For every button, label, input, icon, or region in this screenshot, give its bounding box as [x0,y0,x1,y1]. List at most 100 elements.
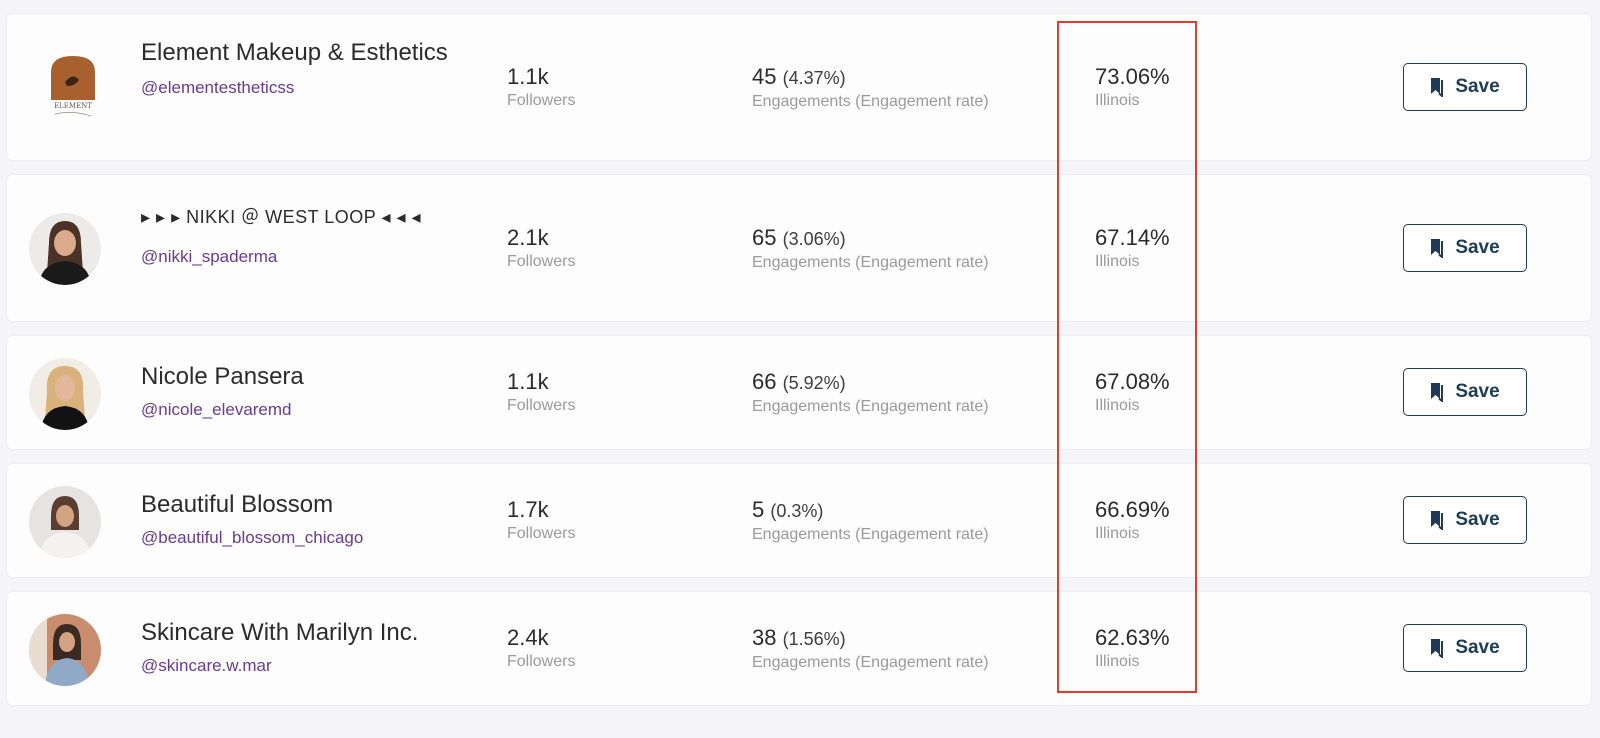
engagement-count: 5 [752,497,765,522]
audience-location: Illinois [1095,92,1140,109]
followers-value: 1.1k [507,369,549,394]
avatar[interactable] [29,614,101,686]
engagement-rate: (3.06%) [782,229,846,249]
followers-metric: 1.1k Followers [507,369,575,417]
audience-location-metric: 62.63% Illinois [1095,625,1170,673]
audience-location: Illinois [1095,253,1140,270]
influencer-name[interactable]: Nicole Pansera [141,363,304,390]
influencer-row[interactable]: Nicole Pansera @nicole_elevaremd 1.1k Fo… [6,335,1592,450]
influencer-name[interactable]: Beautiful Blossom [141,491,334,518]
audience-percent: 73.06% [1095,64,1170,89]
engagement-label: Engagements (Engagement rate) [752,93,989,110]
audience-location-metric: 73.06% Illinois [1095,64,1170,112]
save-button-label: Save [1455,637,1500,658]
audience-percent: 62.63% [1095,625,1170,650]
influencer-name[interactable]: Element Makeup & Esthetics [141,39,448,66]
influencer-identity: Element Makeup & Esthetics @elementesthe… [141,36,461,98]
profile-photo-icon [29,486,101,558]
followers-value: 2.1k [507,225,549,250]
audience-location: Illinois [1095,397,1140,414]
save-button-label: Save [1455,381,1500,402]
brand-logo-icon: ELEMENT [43,52,103,122]
influencer-identity: ▸ ▸ ▸ NIKKI ＠ WEST LOOP ◂ ◂ ◂ @nikki_spa… [141,201,461,267]
influencer-row[interactable]: ELEMENT Element Makeup & Esthetics @elem… [6,13,1592,161]
bookmark-icon [1431,639,1444,658]
influencer-handle[interactable]: @skincare.w.mar [141,656,272,675]
avatar[interactable] [29,358,101,430]
engagement-value: 38 (1.56%) [752,625,989,652]
influencer-handle[interactable]: @nicole_elevaremd [141,400,292,419]
engagement-value: 45 (4.37%) [752,64,989,91]
followers-metric: 1.7k Followers [507,497,575,545]
engagement-count: 45 [752,64,777,89]
engagement-label: Engagements (Engagement rate) [752,654,989,671]
audience-location-metric: 67.14% Illinois [1095,225,1170,273]
followers-label: Followers [507,92,576,109]
save-button-label: Save [1455,237,1500,258]
avatar[interactable] [29,486,101,558]
followers-value: 1.7k [507,497,549,522]
followers-metric: 1.1k Followers [507,64,575,112]
save-button[interactable]: Save [1403,496,1527,544]
profile-photo-icon [29,213,101,285]
audience-percent: 66.69% [1095,497,1170,522]
save-button[interactable]: Save [1403,224,1527,272]
save-button[interactable]: Save [1403,368,1527,416]
engagement-metric: 65 (3.06%) Engagements (Engagement rate) [752,225,989,274]
engagement-value: 5 (0.3%) [752,497,989,524]
influencer-row[interactable]: Skincare With Marilyn Inc. @skincare.w.m… [6,591,1592,706]
save-button-label: Save [1455,76,1500,97]
bookmark-icon [1431,78,1444,97]
engagement-label: Engagements (Engagement rate) [752,254,989,271]
engagement-metric: 38 (1.56%) Engagements (Engagement rate) [752,625,989,674]
followers-value: 1.1k [507,64,549,89]
influencer-handle[interactable]: @beautiful_blossom_chicago [141,528,364,547]
profile-photo-icon [29,614,101,686]
engagement-rate: (0.3%) [770,501,824,521]
save-button-label: Save [1455,509,1500,530]
followers-metric: 2.4k Followers [507,625,575,673]
influencer-identity: Beautiful Blossom @beautiful_blossom_chi… [141,488,461,548]
engagement-rate: (4.37%) [782,68,846,88]
influencer-identity: Skincare With Marilyn Inc. @skincare.w.m… [141,616,461,676]
influencer-handle[interactable]: @nikki_spaderma [141,247,278,266]
influencer-row[interactable]: ▸ ▸ ▸ NIKKI ＠ WEST LOOP ◂ ◂ ◂ @nikki_spa… [6,174,1592,322]
engagement-value: 65 (3.06%) [752,225,989,252]
influencer-name[interactable]: Skincare With Marilyn Inc. [141,619,419,646]
audience-location: Illinois [1095,525,1140,542]
engagement-count: 66 [752,369,777,394]
followers-value: 2.4k [507,625,549,650]
engagement-label: Engagements (Engagement rate) [752,526,989,543]
bookmark-icon [1431,239,1444,258]
audience-location-metric: 67.08% Illinois [1095,369,1170,417]
bookmark-icon [1431,383,1444,402]
engagement-count: 38 [752,625,777,650]
profile-photo-icon [29,358,101,430]
audience-location: Illinois [1095,653,1140,670]
avatar[interactable]: ELEMENT [43,52,103,122]
avatar[interactable] [29,213,101,285]
audience-location-metric: 66.69% Illinois [1095,497,1170,545]
influencer-name[interactable]: ▸ ▸ ▸ NIKKI ＠ WEST LOOP ◂ ◂ ◂ [141,207,422,227]
engagement-count: 65 [752,225,777,250]
save-button[interactable]: Save [1403,63,1527,111]
engagement-value: 66 (5.92%) [752,369,989,396]
engagement-metric: 45 (4.37%) Engagements (Engagement rate) [752,64,989,113]
audience-percent: 67.14% [1095,225,1170,250]
followers-metric: 2.1k Followers [507,225,575,273]
followers-label: Followers [507,653,576,670]
followers-label: Followers [507,525,576,542]
influencer-handle[interactable]: @elementestheticss [141,78,295,97]
save-button[interactable]: Save [1403,624,1527,672]
engagement-rate: (1.56%) [782,629,846,649]
audience-percent: 67.08% [1095,369,1170,394]
influencer-row[interactable]: Beautiful Blossom @beautiful_blossom_chi… [6,463,1592,578]
bookmark-icon [1431,511,1444,530]
svg-text:ELEMENT: ELEMENT [54,102,92,110]
engagement-metric: 66 (5.92%) Engagements (Engagement rate) [752,369,989,418]
followers-label: Followers [507,253,576,270]
followers-label: Followers [507,397,576,414]
engagement-rate: (5.92%) [782,373,846,393]
engagement-label: Engagements (Engagement rate) [752,398,989,415]
